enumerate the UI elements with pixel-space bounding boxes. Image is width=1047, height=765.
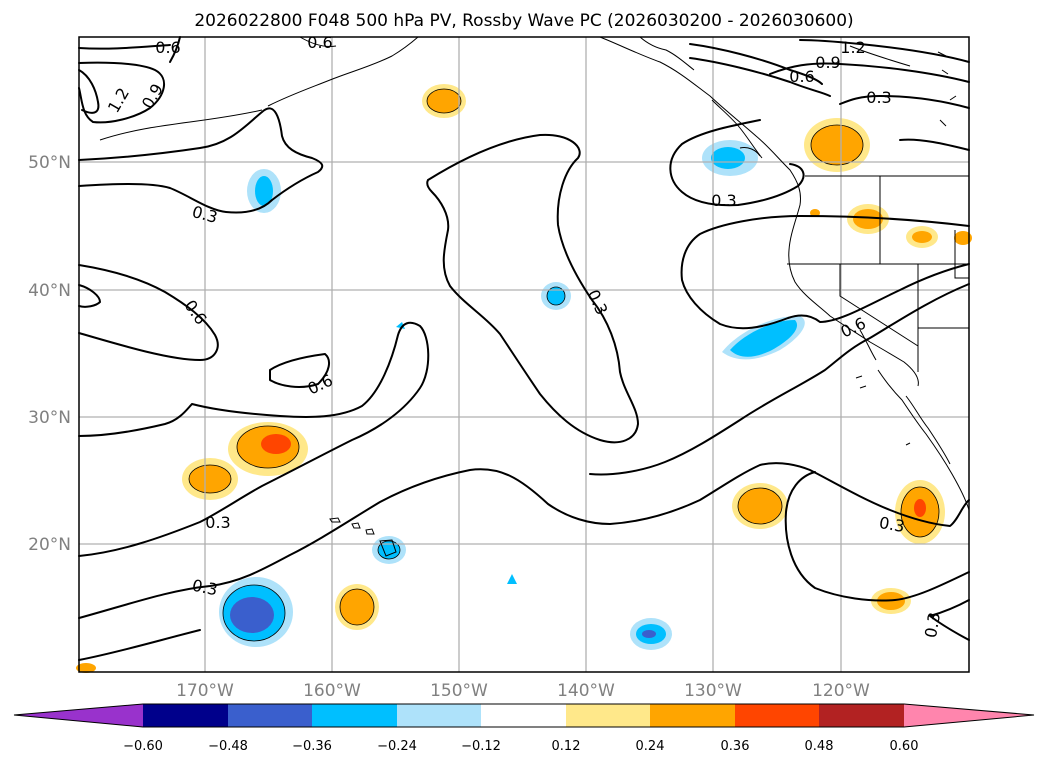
positive-anomaly-blob	[335, 584, 379, 630]
positive-anomaly-blob	[76, 663, 96, 673]
contour-label: 0.3	[866, 88, 891, 107]
pv-contour	[689, 57, 831, 97]
lon-label-120w: 120°W	[812, 681, 870, 701]
contour-label: 0.6	[789, 67, 814, 86]
colorbar-tick-label: 0.48	[805, 739, 834, 754]
pv-contour	[78, 107, 324, 214]
positive-anomaly-blob	[810, 209, 820, 217]
pv-contour	[689, 43, 823, 85]
pv-contour	[78, 69, 100, 114]
pv-contour	[269, 353, 331, 388]
lat-label-20n: 20°N	[28, 535, 71, 555]
pv-contour	[680, 215, 970, 330]
pv-contour	[589, 283, 970, 476]
colorbar-segment	[566, 704, 650, 727]
contour-label: 0.3	[190, 576, 219, 600]
pv-contour	[899, 138, 970, 151]
longitude-labels: 170°W 160°W 150°W 140°W 130°W 120°W	[176, 681, 870, 701]
negative-anomaly-blob	[630, 618, 672, 650]
positive-anomaly-blob	[228, 422, 308, 476]
lat-label-50n: 50°N	[28, 153, 71, 173]
colorbar-tick-label: −0.36	[292, 739, 332, 754]
pv-contour	[426, 133, 639, 444]
positive-anomaly-blob	[954, 231, 972, 245]
negative-anomaly-blob	[722, 315, 805, 360]
colorbar-tick-label: 0.12	[552, 739, 581, 754]
contour-label: 0.6	[155, 38, 180, 57]
contour-label: 0.3	[878, 513, 906, 536]
pv-anomaly-fills	[76, 84, 972, 673]
lon-label-130w: 130°W	[684, 681, 742, 701]
colorbar-segment	[397, 704, 481, 727]
negative-anomaly-blob	[219, 577, 293, 647]
positive-anomaly-blob	[422, 84, 466, 118]
map-title: 2026022800 F048 500 hPa PV, Rossby Wave …	[194, 11, 853, 31]
positive-anomaly-blob	[895, 480, 945, 544]
pv-contours	[78, 36, 970, 661]
pv-contour	[669, 119, 805, 207]
latitude-labels: 50°N 40°N 30°N 20°N	[28, 153, 71, 555]
pv-contour	[169, 36, 181, 63]
pv-contour	[78, 284, 101, 308]
colorbar-tick-label: 0.36	[721, 739, 750, 754]
colorbar-outline	[13, 703, 1035, 728]
colorbar-segment	[650, 704, 735, 727]
colorbar-tick-label: 0.60	[890, 739, 919, 754]
positive-anomaly-blob	[732, 483, 788, 529]
positive-anomaly-blob	[182, 458, 238, 500]
positive-anomaly-blob	[804, 118, 870, 172]
positive-anomaly-blob	[906, 226, 938, 248]
contour-label: 0.3	[205, 513, 230, 532]
contour-label: 0.3	[921, 611, 944, 639]
negative-anomaly-blob	[541, 282, 571, 310]
negative-anomaly-blob	[702, 140, 758, 176]
contour-label: 0.3	[711, 191, 736, 210]
coastlines	[99, 36, 970, 557]
pv-contour	[784, 471, 970, 602]
pv-contour	[78, 44, 171, 50]
lat-label-40n: 40°N	[28, 281, 71, 301]
lon-label-160w: 160°W	[303, 681, 361, 701]
lon-label-170w: 170°W	[176, 681, 234, 701]
colorbar-segment	[228, 704, 312, 727]
colorbar-tick-label: 0.24	[636, 739, 665, 754]
colorbar-extend-right	[904, 704, 1034, 727]
lon-label-150w: 150°W	[430, 681, 488, 701]
map-panel: 0.6 0.6 1.2 0.9 1.2 0.9 0.6 0.3 0.3 0.3 …	[76, 33, 972, 673]
positive-anomaly-blob	[847, 204, 889, 234]
contour-label: 0.6	[307, 33, 332, 52]
pv-contour	[78, 264, 219, 361]
pv-contour	[78, 321, 430, 557]
colorbar-tick-label: −0.48	[208, 739, 248, 754]
colorbar-tick-label: −0.24	[377, 739, 417, 754]
colorbar-ticks: −0.60 −0.48 −0.36 −0.24 −0.12 0.12 0.24 …	[123, 739, 918, 754]
colorbar: −0.60 −0.48 −0.36 −0.24 −0.12 0.12 0.24 …	[13, 703, 1035, 754]
colorbar-segment	[312, 704, 397, 727]
pv-contour	[78, 462, 970, 619]
colorbar-segment	[819, 704, 904, 727]
colorbar-extend-left	[14, 704, 143, 727]
contour-label: 0.9	[815, 53, 840, 72]
colorbar-segment	[735, 704, 819, 727]
pv-contour	[78, 61, 165, 124]
pv-contour	[799, 39, 970, 63]
colorbar-segment	[481, 704, 566, 727]
pv-contour	[78, 629, 201, 661]
map-frame	[78, 36, 970, 673]
colorbar-segments	[143, 704, 904, 727]
lon-label-140w: 140°W	[557, 681, 615, 701]
colorbar-tick-label: −0.12	[461, 739, 501, 754]
pv-contour	[929, 599, 970, 641]
negative-anomaly-blob	[247, 169, 281, 213]
pv-contour	[769, 62, 970, 83]
colorbar-segment	[143, 704, 228, 727]
graticule	[79, 37, 969, 672]
pv-contour	[839, 95, 970, 109]
contour-label: 1.2	[840, 38, 865, 57]
lat-label-30n: 30°N	[28, 408, 71, 428]
colorbar-tick-label: −0.60	[123, 739, 163, 754]
